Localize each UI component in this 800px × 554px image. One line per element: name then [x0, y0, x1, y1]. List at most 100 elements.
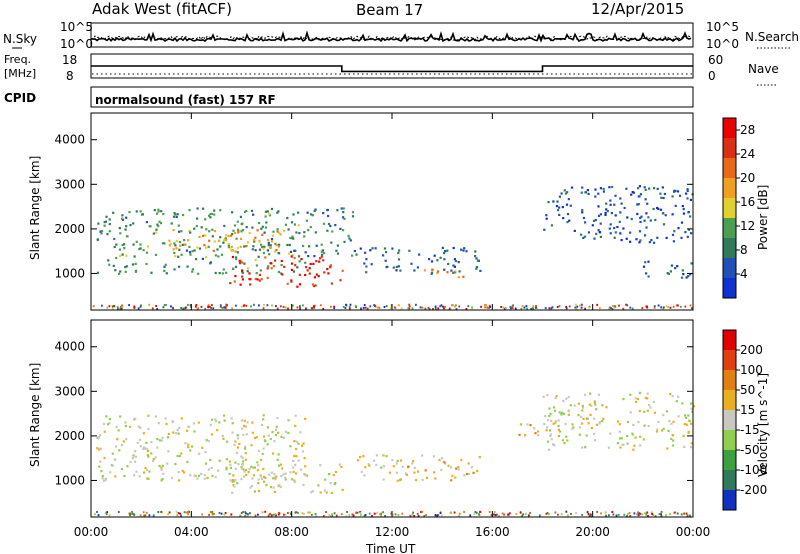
heatmap-cell — [236, 434, 239, 437]
heatmap-cell — [293, 256, 296, 260]
heatmap-cell — [659, 192, 662, 195]
heatmap-cell — [687, 431, 690, 434]
heatmap-cell — [346, 510, 348, 513]
heatmap-cell — [514, 307, 517, 310]
heatmap-cell — [475, 511, 478, 514]
heatmap-cell — [469, 514, 472, 517]
heatmap-cell — [314, 208, 317, 211]
heatmap-cell — [204, 307, 207, 310]
heatmap-cell — [103, 430, 106, 433]
heatmap-cell — [396, 479, 399, 482]
x-tick-label: 08:00 — [274, 525, 309, 539]
heatmap-cell — [397, 258, 401, 261]
heatmap-cell — [231, 431, 234, 434]
heatmap-cell — [676, 304, 679, 307]
heatmap-cell — [645, 305, 647, 308]
heatmap-cell — [529, 511, 531, 514]
heatmap-cell — [229, 466, 232, 469]
heatmap-cell — [96, 238, 99, 241]
heatmap-cell — [142, 432, 145, 435]
heatmap-cell — [269, 244, 272, 247]
heatmap-cell — [347, 234, 350, 237]
heatmap-cell — [523, 306, 526, 309]
heatmap-cell — [408, 305, 411, 308]
heatmap-cell — [96, 511, 98, 513]
heatmap-cell — [669, 306, 672, 309]
heatmap-cell — [233, 443, 236, 446]
heatmap-cell — [169, 242, 172, 245]
power-colorbar-label: Power [dB] — [756, 185, 770, 250]
heatmap-cell — [519, 423, 523, 426]
heatmap-cell — [231, 307, 233, 310]
heatmap-cell — [570, 186, 574, 189]
power-y-label: Slant Range [km] — [28, 156, 42, 260]
heatmap-cell — [141, 213, 144, 216]
heatmap-cell — [229, 479, 232, 482]
heatmap-cell — [558, 305, 561, 308]
heatmap-cell — [588, 514, 591, 517]
heatmap-cell — [496, 513, 498, 516]
heatmap-cell — [552, 422, 555, 425]
heatmap-cell — [390, 512, 392, 515]
heatmap-cell — [303, 457, 306, 460]
heatmap-cell — [275, 249, 278, 252]
heatmap-cell — [209, 511, 212, 513]
heatmap-cell — [247, 470, 250, 474]
heatmap-cell — [614, 214, 617, 217]
heatmap-cell — [275, 425, 278, 428]
heatmap-cell — [265, 484, 268, 487]
heatmap-cell — [434, 305, 437, 308]
heatmap-cell — [577, 414, 580, 417]
heatmap-cell — [251, 477, 254, 480]
heatmap-cell — [224, 306, 227, 309]
heatmap-cell — [243, 424, 246, 427]
heatmap-cell — [218, 512, 221, 514]
heatmap-cell — [684, 231, 687, 234]
heatmap-cell — [545, 214, 548, 217]
heatmap-cell — [151, 307, 154, 310]
x-tick-label: 00:00 — [74, 525, 109, 539]
heatmap-cell — [267, 244, 270, 247]
heatmap-cell — [257, 513, 259, 516]
heatmap-cell — [279, 463, 282, 466]
heatmap-cell — [123, 474, 126, 477]
heatmap-cell — [196, 246, 199, 249]
heatmap-cell — [414, 478, 418, 482]
heatmap-cell — [129, 460, 132, 464]
heatmap-cell — [557, 513, 559, 516]
heatmap-cell — [207, 468, 210, 471]
heatmap-cell — [300, 258, 303, 261]
heatmap-cell — [549, 433, 553, 436]
heatmap-cell — [550, 438, 553, 441]
colorbar-swatch — [723, 410, 736, 431]
heatmap-cell — [604, 213, 607, 216]
heatmap-cell — [213, 512, 215, 515]
heatmap-cell — [689, 198, 692, 201]
heatmap-cell — [322, 222, 326, 225]
colorbar-swatch — [723, 138, 736, 159]
heatmap-cell — [380, 466, 383, 469]
heatmap-cell — [220, 512, 223, 515]
heatmap-cell — [201, 257, 204, 260]
heatmap-cell — [268, 473, 271, 476]
heatmap-cell — [236, 437, 240, 440]
heatmap-cell — [626, 442, 629, 445]
heatmap-cell — [209, 216, 212, 219]
heatmap-cell — [677, 227, 680, 230]
heatmap-cell — [111, 307, 114, 310]
nsky-frame — [90, 22, 694, 48]
heatmap-cell — [160, 510, 162, 513]
heatmap-cell — [609, 232, 612, 235]
heatmap-cell — [230, 245, 233, 248]
heatmap-cell — [433, 471, 436, 474]
heatmap-cell — [537, 434, 540, 437]
heatmap-cell — [139, 305, 142, 308]
heatmap-cell — [255, 436, 258, 439]
heatmap-cell — [636, 513, 639, 516]
heatmap-cell — [593, 400, 596, 403]
heatmap-cell — [613, 227, 616, 230]
heatmap-cell — [118, 272, 121, 275]
heatmap-cell — [304, 251, 307, 254]
heatmap-cell — [578, 433, 581, 436]
